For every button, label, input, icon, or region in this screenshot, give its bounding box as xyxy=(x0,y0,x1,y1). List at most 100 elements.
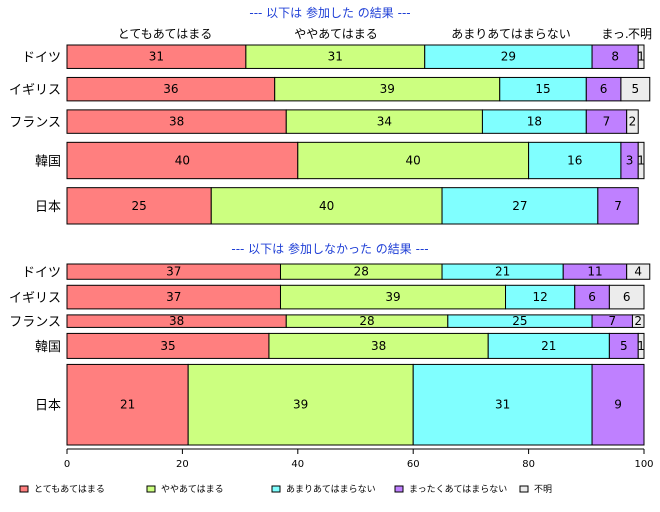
legend-swatch-2 xyxy=(271,485,281,493)
bar-value-1-2-3: 7 xyxy=(608,314,616,328)
bar-value-1-2-1: 28 xyxy=(359,314,374,328)
bar-value-0-2-2: 18 xyxy=(527,115,542,129)
bar-value-1-3-4: 1 xyxy=(637,339,645,353)
x-tick-label-0: 0 xyxy=(64,459,70,470)
panel-title-0: --- 以下は 参加した の結果 --- xyxy=(249,5,410,20)
bar-segment-1-2-4 xyxy=(631,314,645,328)
bar-segment-0-2-4 xyxy=(626,109,639,134)
bar-value-1-1-1: 39 xyxy=(385,290,400,304)
x-tick-label-3: 60 xyxy=(407,459,420,470)
bar-segment-1-3-4 xyxy=(637,332,645,359)
bar-value-0-3-3: 3 xyxy=(626,153,634,167)
bar-value-0-4-2: 27 xyxy=(512,199,527,213)
bar-value-1-1-0: 37 xyxy=(166,290,181,304)
x-tick-label-1: 20 xyxy=(176,459,189,470)
category-label-0-4: 日本 xyxy=(35,200,61,215)
bar-value-1-2-2: 25 xyxy=(512,314,527,328)
bar-value-1-2-4: 2 xyxy=(634,314,642,328)
column-header-2: あまりあてはまらない xyxy=(451,27,571,41)
bar-value-0-2-1: 34 xyxy=(377,115,392,129)
bar-value-0-2-4: 2 xyxy=(629,115,637,129)
bar-value-0-1-4: 5 xyxy=(632,82,640,96)
bar-value-1-0-3: 11 xyxy=(587,265,602,279)
legend-swatch-3 xyxy=(394,485,404,493)
bar-value-1-1-3: 6 xyxy=(588,290,596,304)
bar-value-0-2-0: 38 xyxy=(169,115,184,129)
bar-segment-0-3-1 xyxy=(297,141,530,180)
bar-value-1-4-1: 39 xyxy=(293,398,308,412)
bar-segment-1-1-4 xyxy=(608,284,645,310)
bar-segment-1-4-3 xyxy=(591,363,645,446)
bar-value-0-0-1: 31 xyxy=(328,50,343,64)
legend-label-2: あまりあてはまらない xyxy=(286,484,376,495)
bar-value-0-2-3: 7 xyxy=(603,115,611,129)
column-header-0: とてもあてはまる xyxy=(118,27,213,41)
column-header-1: ややあてはまる xyxy=(294,27,378,41)
bar-value-1-4-2: 31 xyxy=(495,398,510,412)
bar-value-1-0-1: 28 xyxy=(354,265,369,279)
bar-value-0-3-2: 16 xyxy=(567,153,582,167)
legend-label-3: まったくあてはまらない xyxy=(409,484,507,495)
column-header-4: 不明 xyxy=(628,27,652,41)
bar-segment-0-3-4 xyxy=(637,141,645,180)
category-label-1-3: 韓国 xyxy=(35,340,61,355)
bar-value-1-3-0: 35 xyxy=(160,339,175,353)
legend-swatch-1 xyxy=(146,485,156,493)
legend-swatch-4 xyxy=(519,485,529,493)
bar-value-0-3-4: 1 xyxy=(637,153,645,167)
bar-segment-0-4-0 xyxy=(66,187,212,225)
bar-value-0-0-3: 8 xyxy=(611,50,619,64)
category-label-0-1: イギリス xyxy=(9,83,61,98)
bar-value-0-4-1: 40 xyxy=(319,199,334,213)
bar-value-0-0-0: 31 xyxy=(149,50,164,64)
bar-value-0-1-3: 6 xyxy=(600,82,608,96)
bar-value-1-0-0: 37 xyxy=(166,265,181,279)
bar-value-1-1-2: 12 xyxy=(532,290,547,304)
bar-value-0-1-1: 39 xyxy=(380,82,395,96)
category-label-1-4: 日本 xyxy=(35,399,61,414)
bar-value-0-0-4: 1 xyxy=(637,50,645,64)
bar-value-1-3-2: 21 xyxy=(541,339,556,353)
bar-segment-0-4-3 xyxy=(597,187,639,225)
category-label-0-0: ドイツ xyxy=(22,51,61,66)
category-label-1-1: イギリス xyxy=(9,291,61,306)
bar-value-0-3-0: 40 xyxy=(175,153,190,167)
bar-value-1-1-4: 6 xyxy=(623,290,631,304)
bar-value-1-4-0: 21 xyxy=(120,398,135,412)
category-label-0-3: 韓国 xyxy=(35,154,61,169)
bar-value-0-1-0: 36 xyxy=(163,82,178,96)
category-label-1-2: フランス xyxy=(9,315,61,330)
bar-value-1-0-4: 4 xyxy=(634,265,642,279)
legend-label-0: とてもあてはまる xyxy=(34,484,105,495)
bar-segment-1-3-1 xyxy=(268,332,489,359)
legend-label-1: ややあてはまる xyxy=(161,484,224,495)
x-tick-label-2: 40 xyxy=(291,459,304,470)
bar-segment-0-0-4 xyxy=(637,44,645,69)
legend-swatch-0 xyxy=(19,485,29,493)
category-label-1-0: ドイツ xyxy=(22,266,61,281)
bar-segment-1-4-2 xyxy=(412,363,593,446)
bar-segment-1-3-2 xyxy=(487,332,610,359)
bar-value-1-0-2: 21 xyxy=(495,265,510,279)
x-tick-label-4: 80 xyxy=(522,459,535,470)
column-header-3: まっ. xyxy=(601,27,628,41)
bar-value-1-3-1: 38 xyxy=(371,339,386,353)
bar-segment-1-0-4 xyxy=(626,263,651,280)
legend-label-4: 不明 xyxy=(534,484,552,495)
panel-title-1: --- 以下は 参加しなかった の結果 --- xyxy=(231,241,428,256)
bar-value-0-1-2: 15 xyxy=(535,82,550,96)
bar-value-1-3-3: 5 xyxy=(620,339,628,353)
bar-segment-0-4-1 xyxy=(210,187,443,225)
bar-value-0-3-1: 40 xyxy=(406,153,421,167)
bar-value-1-4-3: 9 xyxy=(614,398,622,412)
bar-value-1-2-0: 38 xyxy=(169,314,184,328)
bar-segment-0-1-4 xyxy=(620,76,651,102)
x-tick-label-5: 100 xyxy=(634,459,653,470)
bar-segment-0-4-2 xyxy=(441,187,599,225)
category-label-0-2: フランス xyxy=(9,116,61,131)
bar-segment-1-3-0 xyxy=(66,332,270,359)
bar-value-0-4-0: 25 xyxy=(131,199,146,213)
bar-value-0-4-3: 7 xyxy=(614,199,622,213)
bar-value-0-0-2: 29 xyxy=(501,50,516,64)
